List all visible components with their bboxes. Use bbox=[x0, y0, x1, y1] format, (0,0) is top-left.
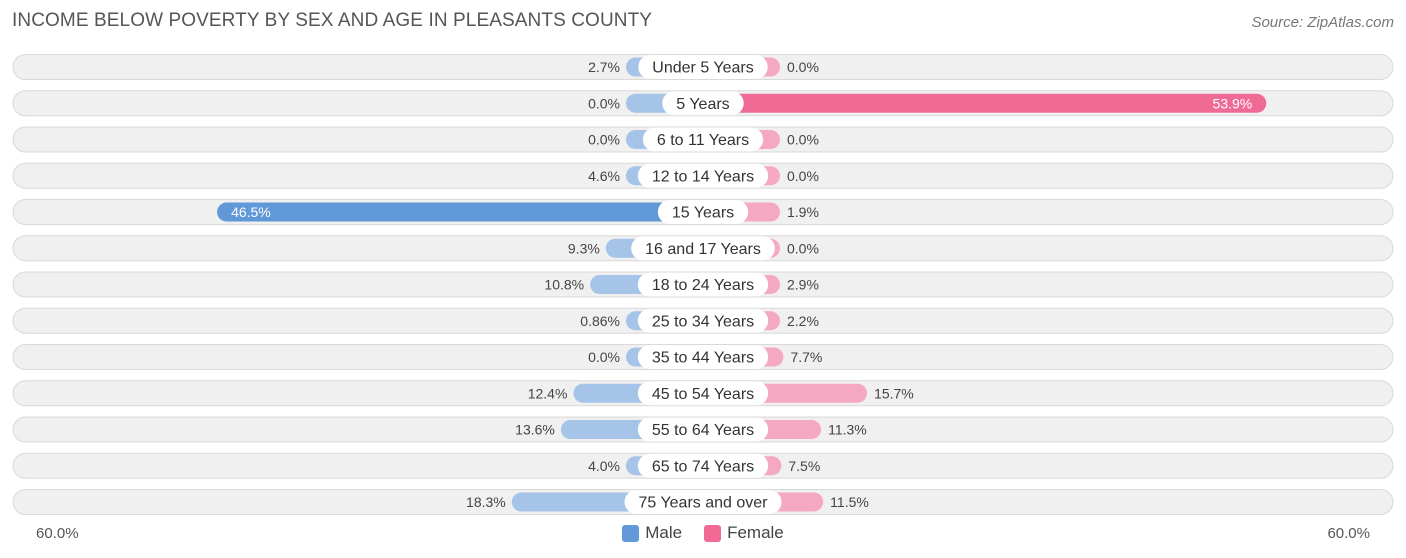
source-credit: Source: ZipAtlas.com bbox=[1251, 14, 1394, 31]
category-label-bg bbox=[642, 127, 764, 152]
female-bar bbox=[703, 93, 1267, 113]
axis-left-label: 60.0% bbox=[36, 525, 79, 542]
male-value-label: 9.3% bbox=[568, 240, 600, 256]
category-label: Under 5 Years bbox=[652, 60, 753, 77]
female-value-label: 0.0% bbox=[787, 59, 819, 75]
female-value-label: 11.3% bbox=[828, 422, 867, 438]
female-value-label: 11.5% bbox=[830, 494, 869, 510]
chart-title: INCOME BELOW POVERTY BY SEX AND AGE IN P… bbox=[12, 10, 653, 31]
legend-female-label: Female bbox=[727, 523, 784, 542]
category-label: 45 to 54 Years bbox=[652, 386, 754, 403]
male-value-label: 4.0% bbox=[588, 458, 620, 474]
male-value-label: 13.6% bbox=[515, 422, 555, 438]
female-value-label: 7.7% bbox=[790, 349, 822, 365]
legend-female-swatch bbox=[704, 524, 722, 542]
category-label: 6 to 11 Years bbox=[657, 132, 749, 149]
legend-male-label: Male bbox=[645, 523, 683, 542]
category-label: 75 Years and over bbox=[639, 495, 769, 512]
category-label: 15 Years bbox=[672, 205, 734, 222]
male-value-label: 12.4% bbox=[528, 385, 568, 401]
male-value-label: 18.3% bbox=[466, 494, 506, 510]
axis-right-label: 60.0% bbox=[1327, 525, 1370, 542]
category-label-bg bbox=[624, 490, 782, 514]
female-value-label: 0.0% bbox=[787, 168, 819, 184]
male-bar bbox=[217, 202, 703, 222]
category-label: 12 to 14 Years bbox=[652, 168, 754, 185]
category-label-bg bbox=[638, 55, 768, 79]
category-label: 16 and 17 Years bbox=[645, 241, 761, 258]
category-label-bg bbox=[637, 272, 769, 297]
category-label-bg bbox=[657, 200, 749, 224]
legend-male-swatch bbox=[622, 524, 640, 542]
category-label-bg bbox=[637, 417, 769, 442]
male-value-label: 0.86% bbox=[580, 313, 620, 329]
female-value-label: 15.7% bbox=[874, 385, 914, 401]
female-value-label: 1.9% bbox=[787, 204, 819, 220]
female-value-label: 0.0% bbox=[787, 240, 819, 256]
category-label-bg bbox=[637, 308, 769, 333]
category-label: 55 to 64 Years bbox=[652, 422, 754, 439]
legend-item-female: Female bbox=[704, 523, 784, 543]
male-value-label: 10.8% bbox=[544, 277, 584, 293]
category-label-bg bbox=[637, 345, 769, 369]
male-value-label: 0.0% bbox=[588, 95, 620, 111]
category-label: 25 to 34 Years bbox=[652, 313, 754, 330]
female-value-label: 2.2% bbox=[787, 313, 819, 329]
female-value-label: 7.5% bbox=[788, 458, 820, 474]
category-label-bg bbox=[631, 236, 775, 261]
male-value-label: 2.7% bbox=[588, 59, 620, 75]
bar-chart: Under 5 Years 2.7% 0.0% 5 Years 0.0% 53.9% 6 t… bbox=[12, 54, 1394, 515]
category-label: 65 to 74 Years bbox=[652, 458, 754, 475]
female-value-label: 2.9% bbox=[787, 277, 819, 293]
category-label-bg bbox=[662, 91, 744, 116]
category-label: 35 to 44 Years bbox=[652, 350, 754, 367]
female-value-label: 53.9% bbox=[1213, 95, 1253, 111]
category-label-bg bbox=[637, 453, 769, 478]
male-value-label: 0.0% bbox=[588, 132, 620, 148]
legend: Male Female bbox=[0, 523, 1406, 543]
female-value-label: 0.0% bbox=[787, 132, 819, 148]
male-value-label: 4.6% bbox=[588, 168, 620, 184]
category-label: 5 Years bbox=[676, 96, 729, 113]
male-value-label: 0.0% bbox=[588, 349, 620, 365]
male-value-label: 46.5% bbox=[231, 204, 271, 220]
category-label-bg bbox=[637, 163, 769, 188]
category-label: 18 to 24 Years bbox=[652, 277, 754, 294]
category-label-bg bbox=[637, 381, 769, 406]
legend-item-male: Male bbox=[622, 523, 682, 543]
